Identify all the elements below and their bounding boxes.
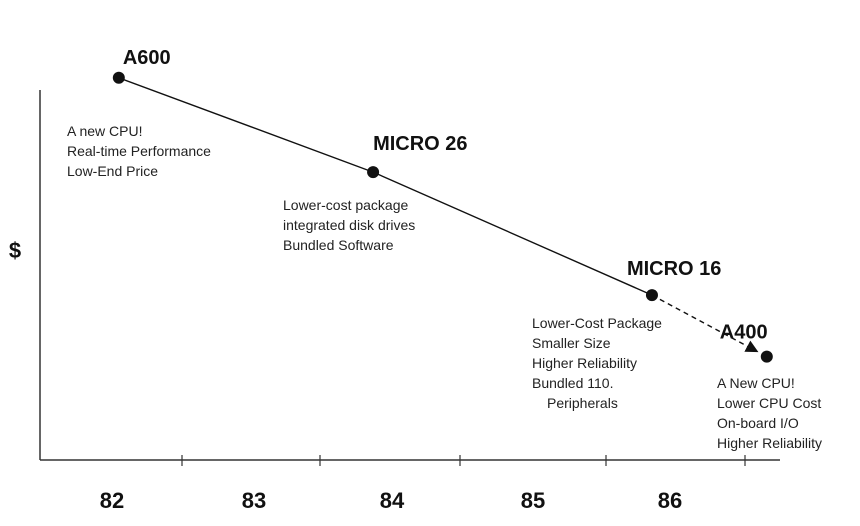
- note-line: Bundled 110.: [532, 375, 614, 391]
- x-tick-label-83: 83: [242, 488, 266, 513]
- point-label-a600: A600: [123, 47, 171, 69]
- point-label-micro-16: MICRO 16: [627, 258, 721, 280]
- x-tick-label-86: 86: [658, 488, 682, 513]
- point-a400: [760, 350, 773, 363]
- segment-0: [118, 77, 374, 173]
- note-line: Smaller Size: [532, 335, 611, 351]
- notes-a400: A New CPU! Lower CPU Cost On-board I/O High…: [717, 373, 822, 453]
- point-name-labels: A600 MICRO 26 MICRO 16 A400: [123, 47, 768, 344]
- point-a600: [112, 71, 125, 84]
- x-axis-ticks: [181, 455, 746, 466]
- point-label-micro-26: MICRO 26: [373, 133, 467, 155]
- x-axis-tick-labels: 82 83 84 85 86: [100, 488, 682, 513]
- y-axis-label: $: [9, 238, 21, 263]
- note-line: A new CPU!: [67, 123, 143, 139]
- note-line: Lower CPU Cost: [717, 395, 822, 411]
- note-line: Lower-Cost Package: [532, 315, 662, 331]
- trend-segments: [118, 77, 759, 353]
- note-line: Higher Reliability: [717, 435, 823, 451]
- point-micro-16: [645, 289, 658, 302]
- note-line: Lower-cost package: [283, 197, 409, 213]
- notes-micro-16: Lower-Cost Package Smaller Size Higher Rel…: [532, 313, 662, 413]
- segment-2: [651, 294, 759, 353]
- point-micro-26: [367, 166, 380, 179]
- note-line: On-board I/O: [717, 415, 799, 431]
- point-label-a400: A400: [720, 322, 768, 344]
- x-tick-label-84: 84: [380, 488, 405, 513]
- notes-a600: A new CPU! Real-time Performance Low-End P…: [67, 121, 211, 181]
- segment-1: [372, 171, 653, 296]
- data-points: [112, 71, 773, 363]
- note-line: Low-End Price: [67, 163, 159, 179]
- note-line: Bundled Software: [283, 237, 394, 253]
- note-line: Higher Reliability: [532, 355, 638, 371]
- note-line: A New CPU!: [717, 375, 795, 391]
- notes-micro-26: Lower-cost package integrated disk drives…: [283, 195, 415, 255]
- note-line: integrated disk drives: [283, 217, 416, 233]
- note-line: Peripherals: [547, 395, 618, 411]
- x-tick-label-85: 85: [521, 488, 545, 513]
- x-tick-label-82: 82: [100, 488, 124, 513]
- note-line: Real-time Performance: [67, 143, 211, 159]
